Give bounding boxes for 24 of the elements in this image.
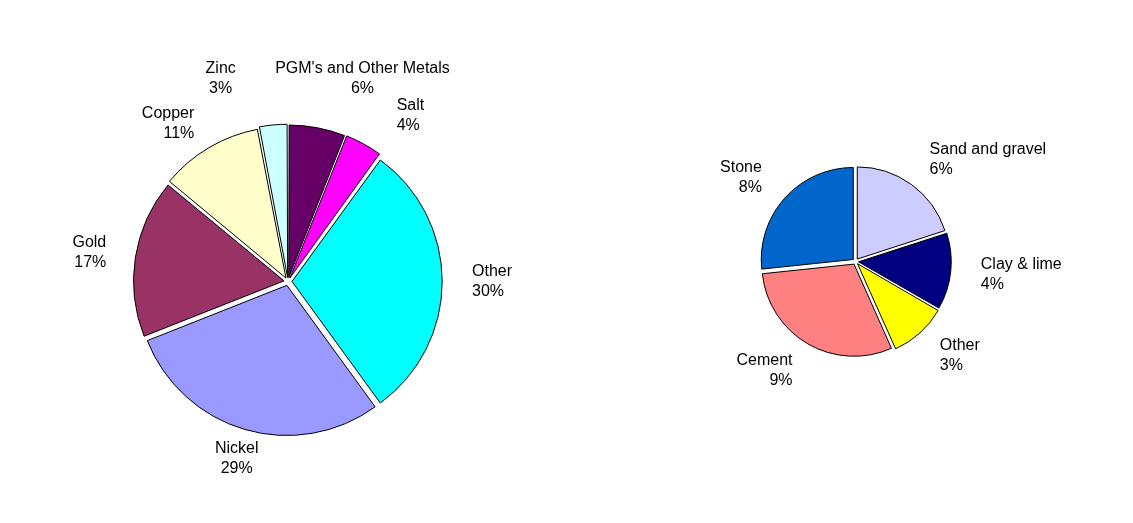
slice-label: Zinc — [205, 58, 236, 76]
data-label: 11% — [163, 123, 195, 141]
slice-label: Gold — [72, 233, 107, 251]
slice-label: Stone — [720, 157, 762, 175]
data-label: 3% — [209, 78, 233, 96]
data-label: 30% — [472, 281, 505, 299]
slice-label: PGM's and Other Metals — [275, 59, 450, 77]
slice-label: Other — [939, 335, 981, 353]
slice-label: Cement — [736, 351, 794, 369]
slice-label: Salt — [396, 95, 425, 113]
data-label: 8% — [738, 177, 762, 195]
data-label: 4% — [980, 275, 1004, 293]
slice-label: Other — [472, 261, 513, 279]
slice-label: Sand and gravel — [929, 139, 1047, 157]
data-label: 4% — [396, 115, 420, 133]
data-label: 17% — [74, 253, 107, 271]
data-label: 3% — [939, 355, 963, 373]
slice-label: Nickel — [214, 438, 259, 456]
data-label: 6% — [929, 159, 953, 177]
slice-label: Clay & lime — [980, 255, 1062, 273]
data-label: 9% — [769, 371, 793, 389]
data-label: 6% — [350, 79, 375, 97]
data-label: 29% — [220, 458, 253, 476]
slice-label: Copper — [141, 103, 195, 121]
